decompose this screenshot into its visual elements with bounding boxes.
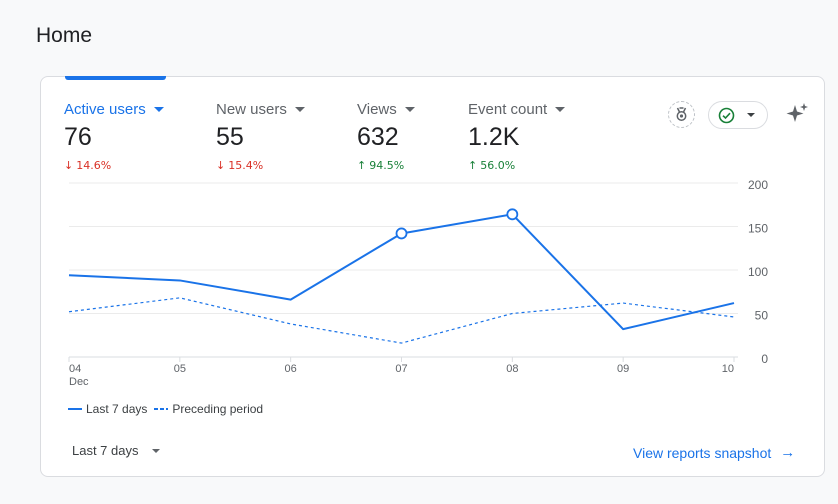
metric-change-value: 94.5% <box>369 159 405 172</box>
arrow-right-icon: → <box>780 444 796 461</box>
metric-active-users[interactable]: Active users 76 ↓ 14.6% <box>64 100 164 172</box>
legend-label: Last 7 days <box>86 402 148 416</box>
caret-down-icon <box>294 107 305 112</box>
metric-label: Active users <box>64 100 146 118</box>
metric-dropdown[interactable]: Views <box>357 100 415 118</box>
caret-down-icon <box>555 107 566 112</box>
check-circle-icon <box>718 107 735 123</box>
view-reports-snapshot-link[interactable]: View reports snapshot → <box>633 444 795 461</box>
legend-dashed-swatch <box>154 408 169 410</box>
arrow-up-icon: ↑ <box>357 159 367 172</box>
metric-change: ↓ 15.4% <box>216 159 305 172</box>
legend-label: Preceding period <box>172 402 264 416</box>
metric-value: 55 <box>216 123 244 151</box>
metric-change: ↓ 14.6% <box>64 159 164 172</box>
metric-new-users[interactable]: New users 55 ↓ 15.4% <box>216 100 305 172</box>
page-title: Home <box>36 24 93 47</box>
metric-label: Views <box>357 100 397 118</box>
date-range-label: Last 7 days <box>72 443 139 458</box>
legend-solid-swatch <box>68 408 82 410</box>
metric-dropdown[interactable]: Active users <box>64 100 164 118</box>
date-range-dropdown[interactable]: Last 7 days <box>72 443 160 458</box>
metric-value: 632 <box>357 123 399 151</box>
chart-legend: Last 7 days Preceding period <box>68 402 263 416</box>
metric-value: 1.2K <box>468 123 520 151</box>
arrow-down-icon: ↓ <box>216 159 226 172</box>
metric-value: 76 <box>64 123 92 151</box>
caret-down-icon <box>151 448 160 453</box>
metric-change: ↑ 56.0% <box>468 159 565 172</box>
arrow-up-icon: ↑ <box>468 159 478 172</box>
metric-change-value: 56.0% <box>480 159 516 172</box>
data-quality-status-button[interactable] <box>708 101 768 129</box>
caret-down-icon <box>747 113 755 117</box>
metric-dropdown[interactable]: Event count <box>468 100 566 118</box>
sparkle-icon[interactable] <box>784 101 810 127</box>
metric-change: ↑ 94.5% <box>357 159 415 172</box>
snapshot-link-label: View reports snapshot <box>633 444 772 461</box>
caret-down-icon <box>404 107 415 112</box>
arrow-down-icon: ↓ <box>64 159 74 172</box>
metric-views[interactable]: Views 632 ↑ 94.5% <box>357 100 415 172</box>
metric-change-value: 14.6% <box>76 159 112 172</box>
metric-dropdown[interactable]: New users <box>216 100 305 118</box>
insights-badge-icon[interactable] <box>668 101 695 128</box>
caret-down-icon <box>153 107 164 112</box>
metric-event-count[interactable]: Event count 1.2K ↑ 56.0% <box>468 100 566 172</box>
metric-change-value: 15.4% <box>228 159 264 172</box>
metric-label: Event count <box>468 100 548 118</box>
metric-label: New users <box>216 100 287 118</box>
active-tab-indicator <box>65 76 166 80</box>
